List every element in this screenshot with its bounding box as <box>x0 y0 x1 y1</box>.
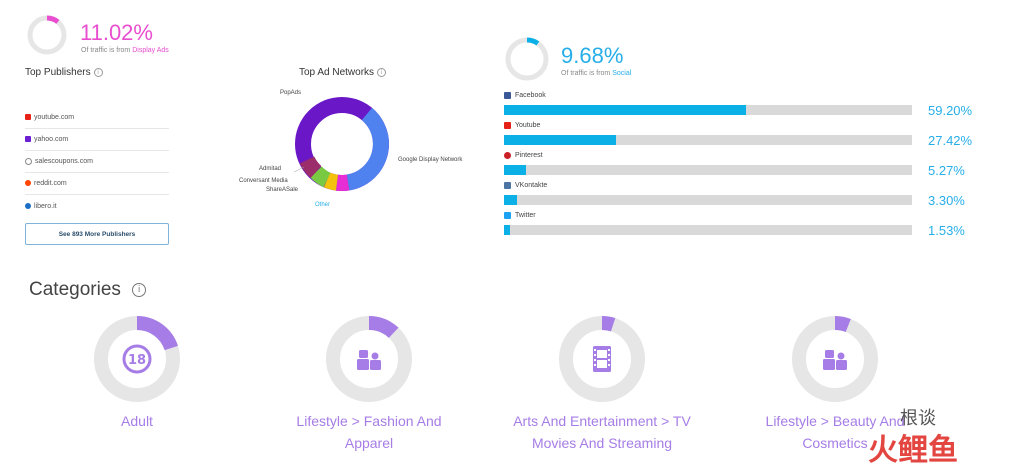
category-label[interactable]: Lifestyle > Fashion And Apparel <box>259 410 479 454</box>
social-source-name: Youtube <box>515 122 540 129</box>
category-label-line: Arts And Entertainment > TV <box>492 410 712 432</box>
watermark-brand: 火鲤鱼 <box>868 425 958 469</box>
shareasale-label: ShareASale <box>266 187 298 193</box>
donut-segment-shareasale <box>327 180 337 183</box>
category-card-tv-movies[interactable] <box>558 315 646 403</box>
social-bar-fill <box>504 195 517 205</box>
social-bar <box>504 225 912 235</box>
people-icon <box>820 344 850 374</box>
category-label-line: Lifestyle > Fashion And <box>259 410 479 432</box>
info-icon[interactable]: i <box>94 68 103 77</box>
google-display-network-label: Google Display Network <box>398 157 462 163</box>
pinterest-icon <box>504 152 511 159</box>
publisher-name: youtube.com <box>34 114 74 121</box>
social-source-name: VKontakte <box>515 182 547 189</box>
publisher-name: reddit.com <box>34 180 67 187</box>
social-source-name: Pinterest <box>515 152 543 159</box>
reddit-icon <box>25 180 31 186</box>
social-link[interactable]: Social <box>612 70 631 77</box>
social-note-text: Of traffic is from <box>561 70 612 77</box>
category-label[interactable]: Arts And Entertainment > TV Movies And S… <box>492 410 712 454</box>
donut-segment-conversant <box>316 172 327 180</box>
youtube-icon <box>504 122 511 129</box>
donut-segment-google <box>348 114 381 183</box>
social-bar-fill <box>504 225 510 235</box>
top-publishers-title: Top Publishers <box>25 67 91 78</box>
donut-segment-admitad <box>307 160 316 172</box>
display-ads-note: Of traffic is from Display Ads <box>81 47 169 54</box>
publisher-row[interactable]: libero.it <box>25 195 169 217</box>
info-icon[interactable]: i <box>377 68 386 77</box>
social-bar-fill <box>504 165 526 175</box>
social-bar <box>504 135 912 145</box>
svg-text:18: 18 <box>128 353 146 368</box>
social-source-youtube[interactable]: Youtube <box>504 122 540 129</box>
display-ads-ring <box>26 14 68 56</box>
vk-icon <box>504 182 511 189</box>
social-bar-fill <box>504 105 746 115</box>
social-percent-value: 59.20% <box>928 103 972 118</box>
social-bar <box>504 165 912 175</box>
publisher-name: libero.it <box>34 203 57 210</box>
facebook-icon <box>504 92 511 99</box>
display-ads-note-text: Of traffic is from <box>81 47 132 54</box>
people-icon <box>354 344 384 374</box>
yahoo-icon <box>25 136 31 142</box>
display-ads-percent: 11.02% <box>80 22 153 44</box>
libero-icon <box>25 203 31 209</box>
info-icon[interactable]: i <box>132 283 146 297</box>
social-percent: 9.68% <box>561 45 623 67</box>
social-bar <box>504 195 912 205</box>
social-source-facebook[interactable]: Facebook <box>504 92 546 99</box>
publisher-row[interactable]: reddit.com <box>25 172 169 195</box>
globe-icon <box>25 158 32 165</box>
social-source-vkontakte[interactable]: VKontakte <box>504 182 547 189</box>
publisher-row[interactable]: salescoupons.com <box>25 150 169 173</box>
social-bar <box>504 105 912 115</box>
admitad-label: Admitad <box>259 166 281 172</box>
twitter-icon <box>504 212 511 219</box>
categories-heading: Categories i <box>29 279 146 301</box>
publisher-row[interactable]: yahoo.com <box>25 128 169 151</box>
top-ad-networks-title: Top Ad Networks <box>299 67 374 78</box>
conversant-media-label: Conversant Media <box>239 178 288 184</box>
categories-title: Categories <box>29 279 121 300</box>
category-card-beauty[interactable] <box>791 315 879 403</box>
popads-label: PopAds <box>280 90 301 96</box>
publisher-row[interactable]: youtube.com <box>25 106 169 129</box>
youtube-icon <box>25 114 31 120</box>
display-ads-link[interactable]: Display Ads <box>132 47 169 54</box>
social-percent-value: 27.42% <box>928 133 972 148</box>
social-note: Of traffic is from Social <box>561 70 631 77</box>
category-label-line: Movies And Streaming <box>492 432 712 454</box>
social-percent-value: 3.30% <box>928 193 965 208</box>
social-ring <box>504 36 550 82</box>
other-label: Other <box>315 202 330 208</box>
social-source-name: Twitter <box>515 212 536 219</box>
category-card-fashion[interactable] <box>325 315 413 403</box>
social-source-twitter[interactable]: Twitter <box>504 212 536 219</box>
category-label-line: Adult <box>27 410 247 432</box>
see-more-publishers-button[interactable]: See 893 More Publishers <box>25 223 169 245</box>
social-bar-fill <box>504 135 616 145</box>
social-source-pinterest[interactable]: Pinterest <box>504 152 543 159</box>
publisher-name: yahoo.com <box>34 136 68 143</box>
category-label[interactable]: Adult <box>27 410 247 432</box>
category-card-adult[interactable]: 18 <box>93 315 181 403</box>
adult-18-icon: 18 <box>122 344 152 374</box>
social-percent-value: 1.53% <box>928 223 965 238</box>
social-percent-value: 5.27% <box>928 163 965 178</box>
social-source-name: Facebook <box>515 92 546 99</box>
publisher-name: salescoupons.com <box>35 158 93 165</box>
ad-networks-donut <box>292 94 392 194</box>
film-icon <box>587 344 617 374</box>
category-label-line: Apparel <box>259 432 479 454</box>
